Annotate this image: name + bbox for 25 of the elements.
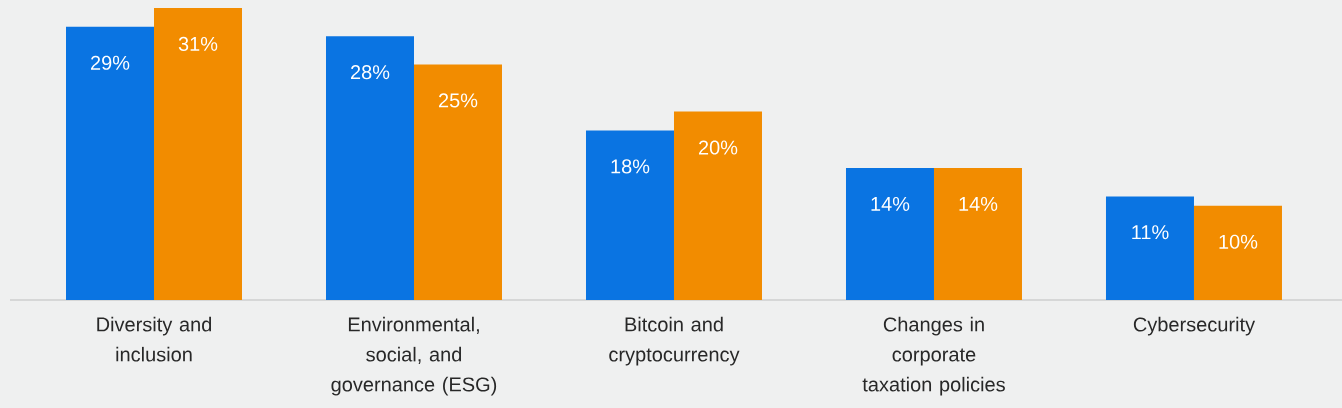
bar (1105, 196, 1194, 300)
data-label: 28% (350, 65, 390, 80)
data-label: 18% (611, 159, 650, 174)
x-tick-label: Bitcoin and cryptocurrency (609, 316, 740, 366)
data-label: 14% (959, 196, 998, 211)
x-tick-label: Environmental, social, and governance (ESG) (331, 316, 497, 396)
data-label: 10% (1219, 234, 1258, 249)
bar (845, 168, 934, 300)
bar (414, 64, 502, 300)
x-tick-label: Diversity and inclusion (97, 316, 212, 362)
data-label: 11% (1132, 225, 1169, 240)
bar (933, 168, 1022, 300)
bar (1193, 205, 1282, 300)
bar (66, 26, 154, 300)
bar (673, 111, 762, 300)
bar (585, 130, 674, 300)
data-label: 14% (871, 196, 910, 211)
x-tick-label: Cybersecurity (1133, 316, 1256, 336)
bar (154, 7, 242, 300)
bar (326, 36, 414, 300)
data-label: 20% (698, 140, 738, 155)
data-label: 29% (90, 55, 130, 70)
data-label: 31% (178, 36, 218, 51)
x-tick-label: Changes in corporate taxation policies (862, 316, 1005, 396)
data-label: 25% (438, 93, 478, 108)
